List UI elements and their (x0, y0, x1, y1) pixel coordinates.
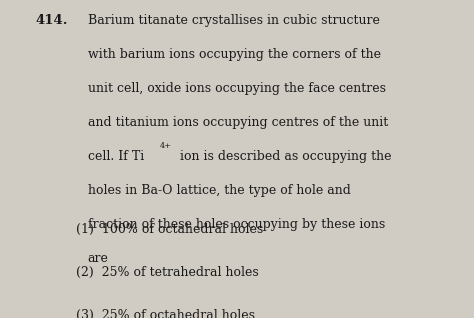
Text: (3)  25% of octahedral holes: (3) 25% of octahedral holes (76, 308, 255, 318)
Text: fraction of these holes occupying by these ions: fraction of these holes occupying by the… (88, 218, 385, 232)
Text: holes in Ba-O lattice, the type of hole and: holes in Ba-O lattice, the type of hole … (88, 184, 351, 197)
Text: unit cell, oxide ions occupying the face centres: unit cell, oxide ions occupying the face… (88, 82, 386, 95)
Text: cell. If Ti: cell. If Ti (88, 150, 144, 163)
Text: and titanium ions occupying centres of the unit: and titanium ions occupying centres of t… (88, 116, 388, 129)
Text: 4+: 4+ (160, 142, 172, 150)
Text: are: are (88, 252, 109, 266)
Text: with barium ions occupying the corners of the: with barium ions occupying the corners o… (88, 48, 381, 61)
Text: (2)  25% of tetrahedral holes: (2) 25% of tetrahedral holes (76, 266, 259, 279)
Text: Barium titanate crystallises in cubic structure: Barium titanate crystallises in cubic st… (88, 14, 380, 27)
Text: ion is described as occupying the: ion is described as occupying the (176, 150, 391, 163)
Text: (1)  100% of octahedral holes: (1) 100% of octahedral holes (76, 223, 263, 236)
Text: 414.: 414. (36, 14, 68, 27)
